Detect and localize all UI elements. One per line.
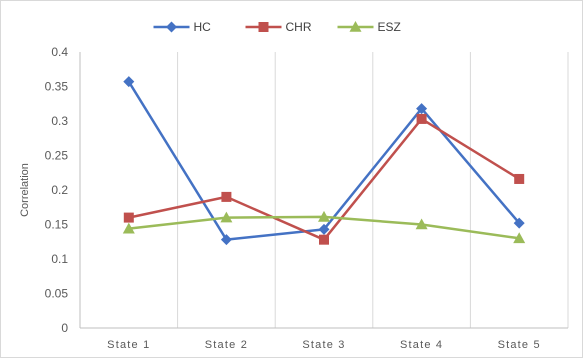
series bbox=[122, 76, 526, 246]
series-chr bbox=[123, 113, 525, 245]
data-point-hc bbox=[513, 217, 525, 229]
y-tick-label: 0.05 bbox=[45, 287, 69, 301]
y-tick-label: 0.35 bbox=[45, 80, 69, 94]
x-tick-label: State 4 bbox=[400, 339, 443, 351]
axes: 0 0.05 0.1 0.15 0.2 0.25 0.3 0.35 0.4 State 1 Stat… bbox=[45, 45, 568, 351]
series-hc bbox=[123, 76, 525, 246]
data-point-chr bbox=[123, 212, 134, 223]
series-esz bbox=[122, 210, 526, 244]
x-tick-label: State 2 bbox=[205, 339, 248, 351]
y-tick-label: 0.4 bbox=[51, 45, 68, 59]
legend-label-esz: ESZ bbox=[378, 20, 401, 34]
data-point-chr bbox=[221, 191, 232, 202]
y-axis-title: Correlation bbox=[19, 163, 31, 217]
legend-item-hc: HC bbox=[153, 20, 212, 34]
data-point-chr bbox=[514, 173, 525, 184]
y-tick-label: 0.1 bbox=[51, 252, 68, 266]
data-point-hc bbox=[318, 223, 330, 235]
data-point-esz bbox=[220, 211, 233, 223]
y-tick-label: 0 bbox=[61, 321, 68, 335]
gridlines bbox=[177, 52, 569, 328]
legend-marker-hc bbox=[166, 21, 177, 33]
data-point-chr bbox=[416, 113, 427, 124]
legend: HC CHR ESZ bbox=[153, 20, 401, 34]
legend-marker-esz bbox=[349, 21, 362, 32]
x-tick-label: State 1 bbox=[107, 339, 150, 351]
y-tick-label: 0.2 bbox=[51, 183, 68, 197]
y-tick-label: 0.15 bbox=[45, 218, 69, 232]
legend-marker-chr bbox=[258, 22, 269, 32]
data-point-hc bbox=[220, 234, 232, 246]
legend-label-hc: HC bbox=[194, 20, 212, 34]
legend-label-chr: CHR bbox=[286, 20, 312, 34]
legend-item-esz: ESZ bbox=[337, 20, 401, 34]
data-point-esz bbox=[513, 232, 526, 244]
legend-item-chr: CHR bbox=[245, 20, 312, 34]
data-point-esz bbox=[415, 218, 428, 230]
data-point-chr bbox=[319, 234, 329, 245]
data-point-hc bbox=[416, 103, 428, 115]
data-point-esz bbox=[318, 210, 330, 222]
x-tick-label: State 3 bbox=[302, 339, 345, 351]
y-tick-label: 0.3 bbox=[51, 114, 68, 128]
x-tick-label: State 5 bbox=[498, 339, 541, 351]
y-tick-label: 0.25 bbox=[45, 149, 69, 163]
data-point-hc bbox=[123, 76, 135, 88]
data-point-esz bbox=[122, 222, 135, 234]
